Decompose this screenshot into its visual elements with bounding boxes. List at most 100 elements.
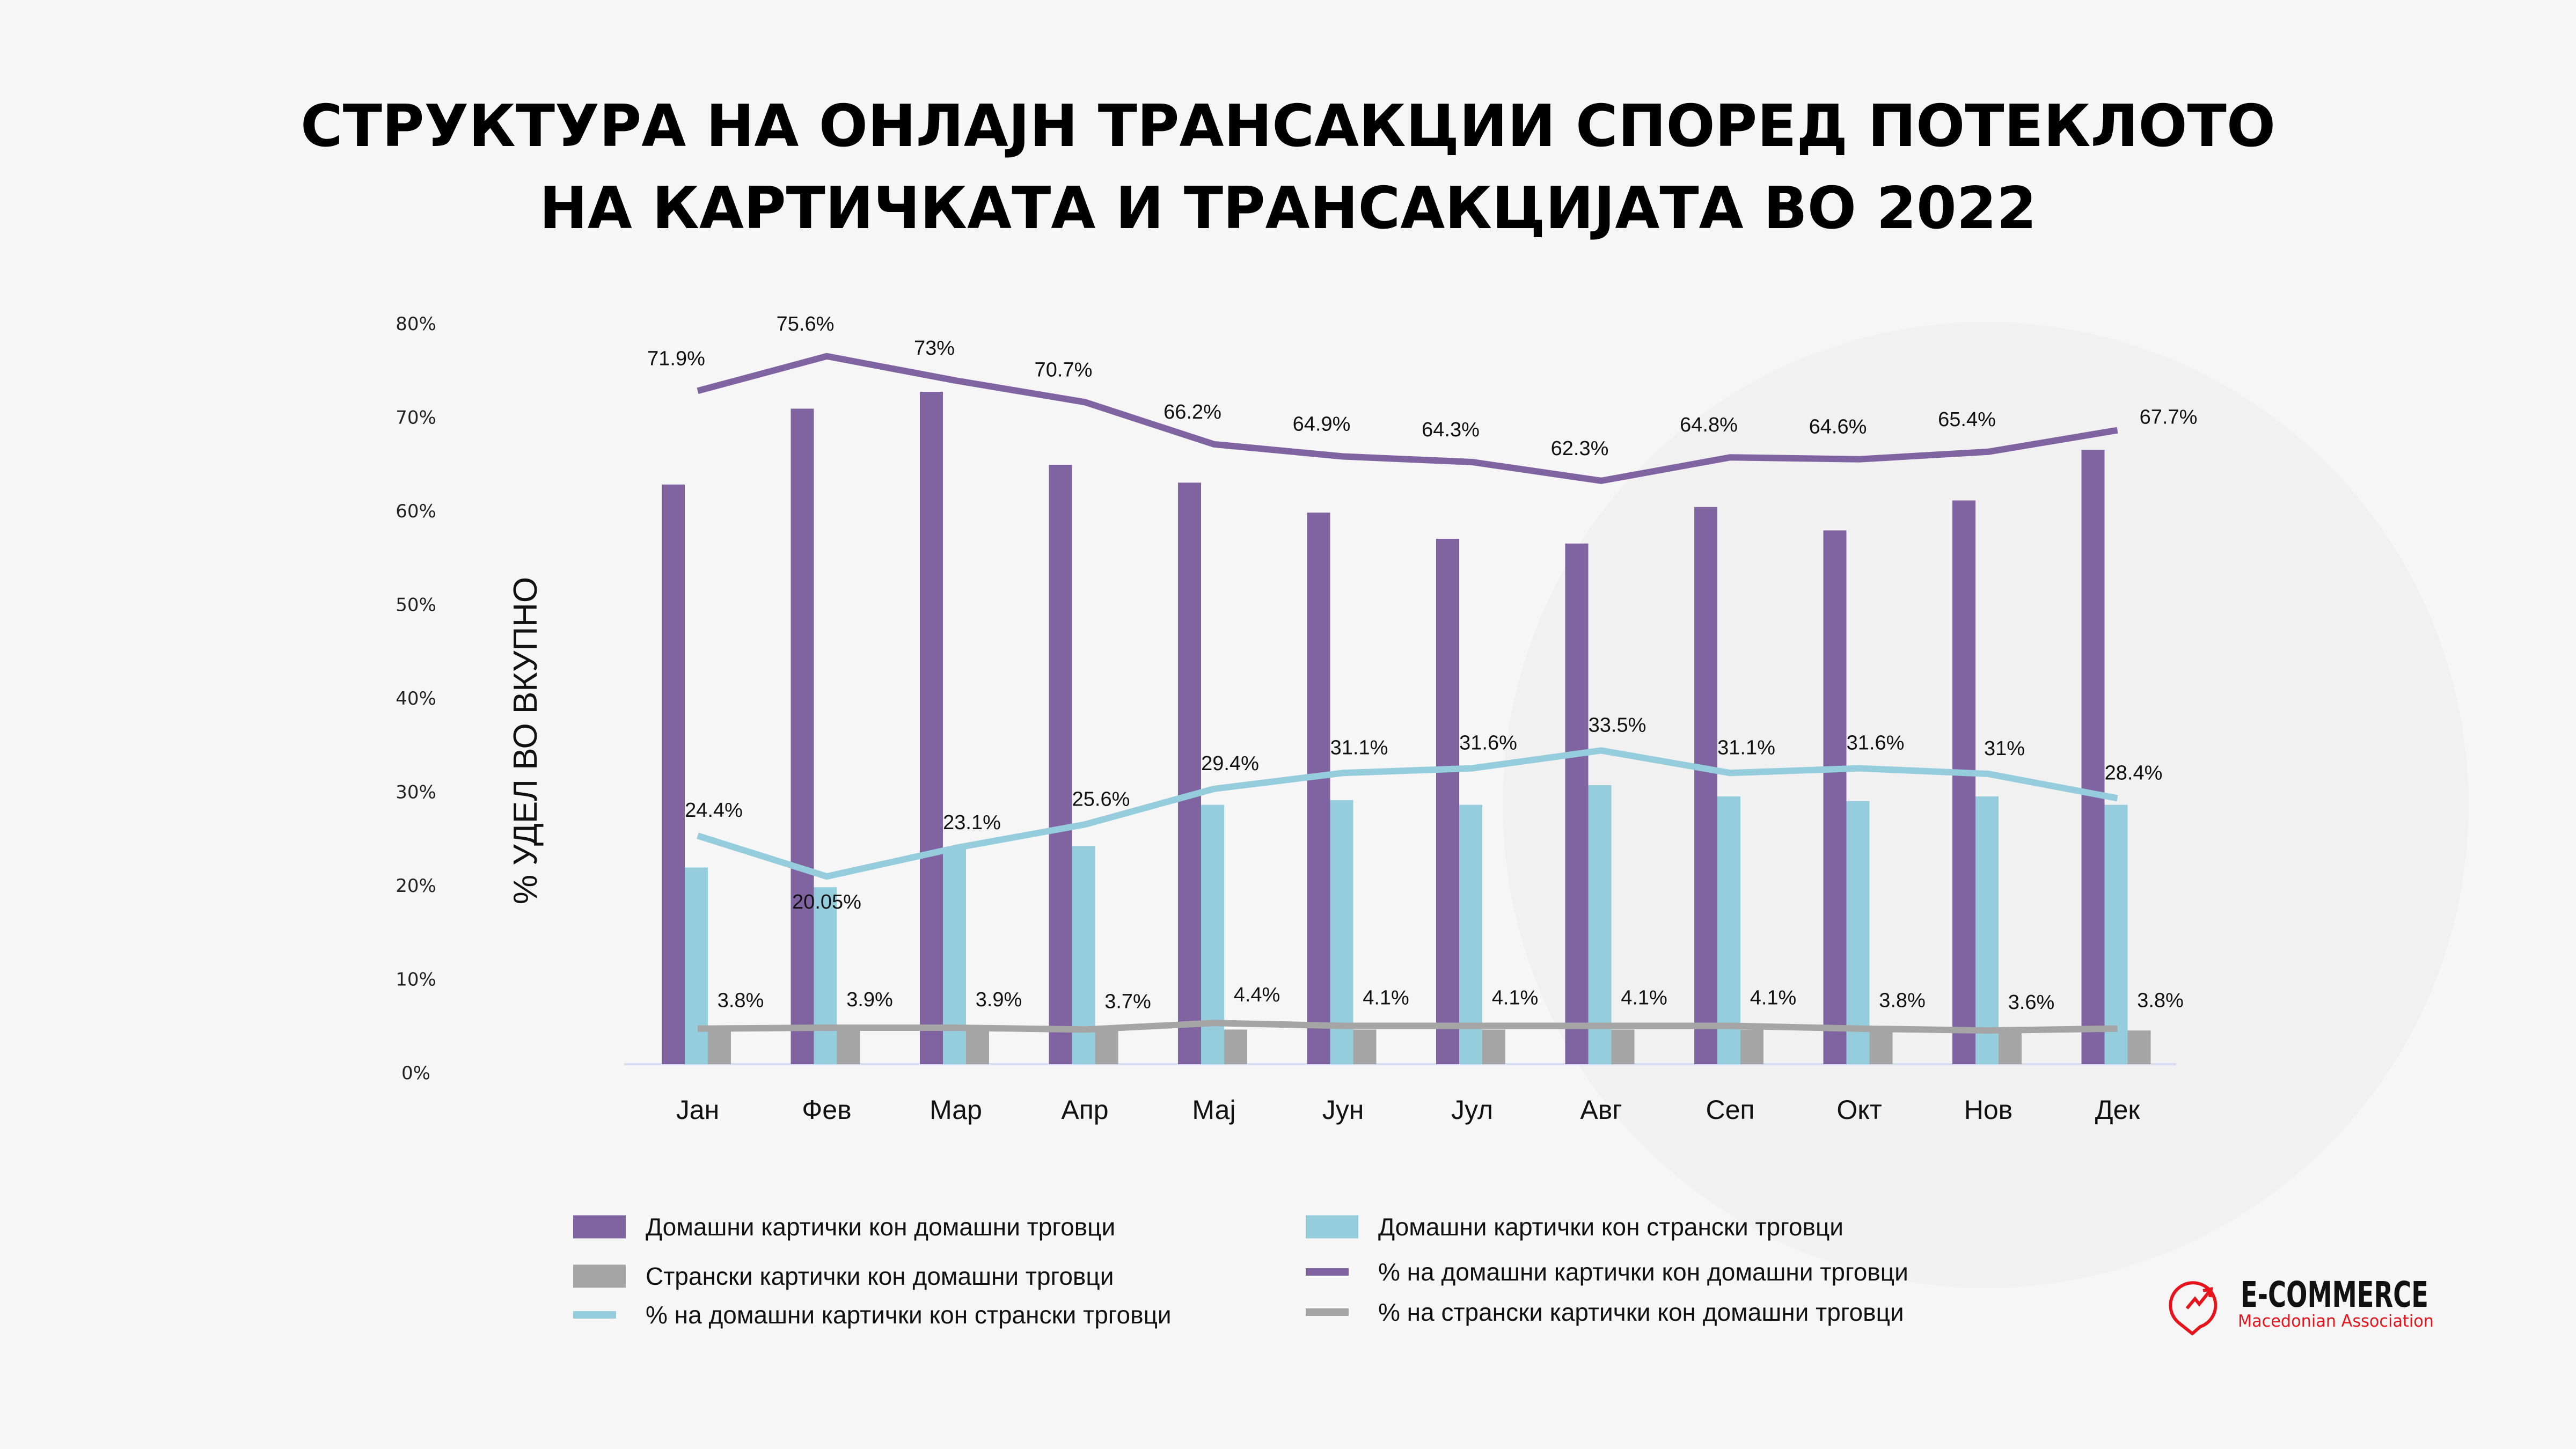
bar-series-1	[791, 408, 814, 1064]
data-label: 3.9%	[846, 989, 893, 1011]
x-tick-label: Фев	[802, 1095, 851, 1125]
legend-item: % на домашни картички кон странски тргов…	[573, 1301, 1172, 1329]
bar-series-2	[1717, 796, 1740, 1064]
data-label: 4.1%	[1363, 986, 1409, 1009]
data-label: 3.8%	[2137, 990, 2184, 1012]
data-label: 23.1%	[943, 811, 1001, 834]
y-tick-label: 80%	[396, 313, 436, 335]
legend-swatch	[573, 1264, 626, 1288]
logo-name: E-COMMERCE	[2241, 1274, 2428, 1315]
bar-series-1	[2081, 450, 2105, 1064]
data-label: 3.9%	[976, 989, 1022, 1011]
bar-series-2	[2104, 804, 2128, 1064]
legend-label: Домашни картички кон странски трговци	[1378, 1213, 1843, 1241]
bar-series-2	[1588, 785, 1612, 1064]
legend-swatch	[1306, 1268, 1349, 1276]
legend-label: % на домашни картички кон домашни трговц…	[1378, 1258, 1908, 1286]
legend-label: Домашни картички кон домашни трговци	[646, 1213, 1115, 1241]
data-label: 64.6%	[1809, 416, 1867, 438]
data-label: 29.4%	[1201, 752, 1259, 775]
x-tick-label: Мар	[930, 1095, 982, 1125]
y-tick-label: 70%	[396, 407, 436, 429]
line-series-4	[697, 353, 2118, 484]
x-tick-label: Јул	[1451, 1095, 1493, 1125]
bar-series-3	[1224, 1029, 1247, 1064]
y-tick-label: 50%	[396, 595, 436, 616]
data-label: 3.6%	[2008, 991, 2055, 1014]
data-label: 31%	[1984, 737, 2025, 760]
bar-series-1	[662, 484, 685, 1064]
bar-series-3	[1353, 1029, 1377, 1064]
x-tick-label: Апр	[1061, 1095, 1108, 1125]
bar-series-1	[1694, 507, 1717, 1064]
x-tick-label: Нов	[1964, 1095, 2012, 1125]
x-tick-label: Мај	[1192, 1095, 1235, 1125]
logo-subtitle: Macedonian Association	[2238, 1312, 2434, 1331]
data-label: 64.3%	[1422, 419, 1480, 441]
data-label: 31.6%	[1459, 732, 1517, 755]
bar-series-3	[2127, 1030, 2151, 1064]
bar-series-1	[1952, 500, 1975, 1064]
data-label: 3.8%	[1879, 990, 1926, 1012]
bar-series-1	[1178, 482, 1201, 1064]
bar-series-3	[1740, 1029, 1763, 1064]
data-label: 73%	[914, 337, 955, 360]
legend-swatch	[1306, 1308, 1349, 1316]
bar-series-3	[1482, 1029, 1505, 1064]
legend-swatch	[573, 1311, 616, 1319]
legend-swatch	[573, 1215, 626, 1239]
y-axis-label: % УДЕЛ ВО ВКУПНО	[507, 577, 544, 904]
line-series-5	[697, 747, 2118, 880]
legend: Домашни картички кон домашни трговци Дома…	[573, 1213, 1908, 1329]
data-label: 4.1%	[1750, 986, 1797, 1009]
x-tick-label: Сеп	[1706, 1095, 1755, 1125]
bar-series-3	[1999, 1030, 2022, 1064]
data-label: 75.6%	[777, 313, 835, 335]
y-axis-ticks: 0% 10% 20% 30% 40% 50% 60% 70% 80%	[396, 313, 436, 1084]
data-label: 62.3%	[1551, 437, 1609, 460]
bar-series-2	[1975, 796, 1999, 1064]
y-tick-label: 10%	[396, 969, 436, 991]
data-label: 66.2%	[1163, 401, 1221, 423]
line-series-6	[697, 1020, 2118, 1034]
data-label: 33.5%	[1589, 714, 1646, 736]
logo: E-COMMERCE Macedonian Association	[2169, 1274, 2434, 1336]
data-label: 4.1%	[1492, 986, 1539, 1009]
x-tick-label: Окт	[1836, 1095, 1882, 1125]
legend-label: % на странски картички кон домашни тргов…	[1378, 1298, 1904, 1326]
bar-series-1	[1436, 539, 1459, 1064]
legend-item: Домашни картички кон домашни трговци	[573, 1213, 1115, 1241]
logo-chat-trend-icon	[2169, 1281, 2218, 1336]
data-label: 31.1%	[1330, 736, 1388, 759]
data-label: 71.9%	[647, 347, 705, 370]
y-tick-label: 40%	[396, 688, 436, 709]
data-label: 3.8%	[718, 990, 764, 1012]
bar-series-3	[1611, 1029, 1635, 1064]
y-tick-label: 30%	[396, 782, 436, 803]
data-label: 31.1%	[1717, 736, 1775, 759]
bar-series-1	[1565, 543, 1589, 1064]
data-label: 31.6%	[1847, 732, 1905, 755]
data-label: 64.8%	[1680, 414, 1738, 436]
data-label: 24.4%	[685, 799, 743, 822]
bar-series-3	[966, 1030, 989, 1064]
legend-item: Странски картички кон домашни трговци	[573, 1262, 1114, 1290]
bar-series-3	[1869, 1030, 1893, 1064]
x-tick-label: Дек	[2095, 1095, 2141, 1125]
y-tick-label: 0%	[401, 1063, 430, 1084]
data-label: 25.6%	[1072, 788, 1130, 810]
data-label: 64.9%	[1293, 413, 1351, 435]
legend-item: % на странски картички кон домашни тргов…	[1306, 1298, 1904, 1326]
legend-item: Домашни картички кон странски трговци	[1306, 1213, 1843, 1241]
x-tick-label: Јун	[1322, 1095, 1364, 1125]
bar-series-2	[814, 887, 837, 1064]
data-label: 20.05%	[792, 891, 861, 913]
data-label: 28.4%	[2105, 762, 2163, 784]
x-tick-label: Јан	[676, 1095, 719, 1125]
bar-series-1	[920, 392, 943, 1064]
legend-label: % на домашни картички кон странски тргов…	[646, 1301, 1172, 1329]
bar-series-2	[685, 867, 708, 1064]
y-tick-label: 20%	[396, 875, 436, 897]
legend-item: % на домашни картички кон домашни трговц…	[1306, 1258, 1908, 1286]
bar-series-2	[1459, 804, 1482, 1064]
